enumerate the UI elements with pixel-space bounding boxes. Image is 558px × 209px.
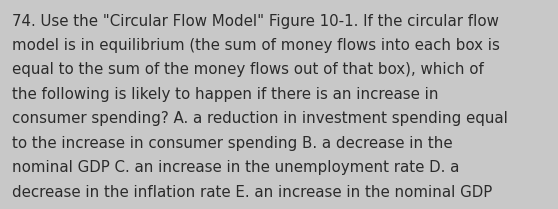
Text: decrease in the inflation rate E. an increase in the nominal GDP: decrease in the inflation rate E. an inc… <box>12 185 493 200</box>
Text: consumer spending? A. a reduction in investment spending equal: consumer spending? A. a reduction in inv… <box>12 111 508 126</box>
Text: equal to the sum of the money flows out of that box), which of: equal to the sum of the money flows out … <box>12 62 484 78</box>
Text: 74. Use the "Circular Flow Model" Figure 10-1. If the circular flow: 74. Use the "Circular Flow Model" Figure… <box>12 14 499 29</box>
Text: model is in equilibrium (the sum of money flows into each box is: model is in equilibrium (the sum of mone… <box>12 38 500 53</box>
Text: nominal GDP C. an increase in the unemployment rate D. a: nominal GDP C. an increase in the unempl… <box>12 160 460 175</box>
Text: to the increase in consumer spending B. a decrease in the: to the increase in consumer spending B. … <box>12 136 453 151</box>
Text: the following is likely to happen if there is an increase in: the following is likely to happen if the… <box>12 87 439 102</box>
